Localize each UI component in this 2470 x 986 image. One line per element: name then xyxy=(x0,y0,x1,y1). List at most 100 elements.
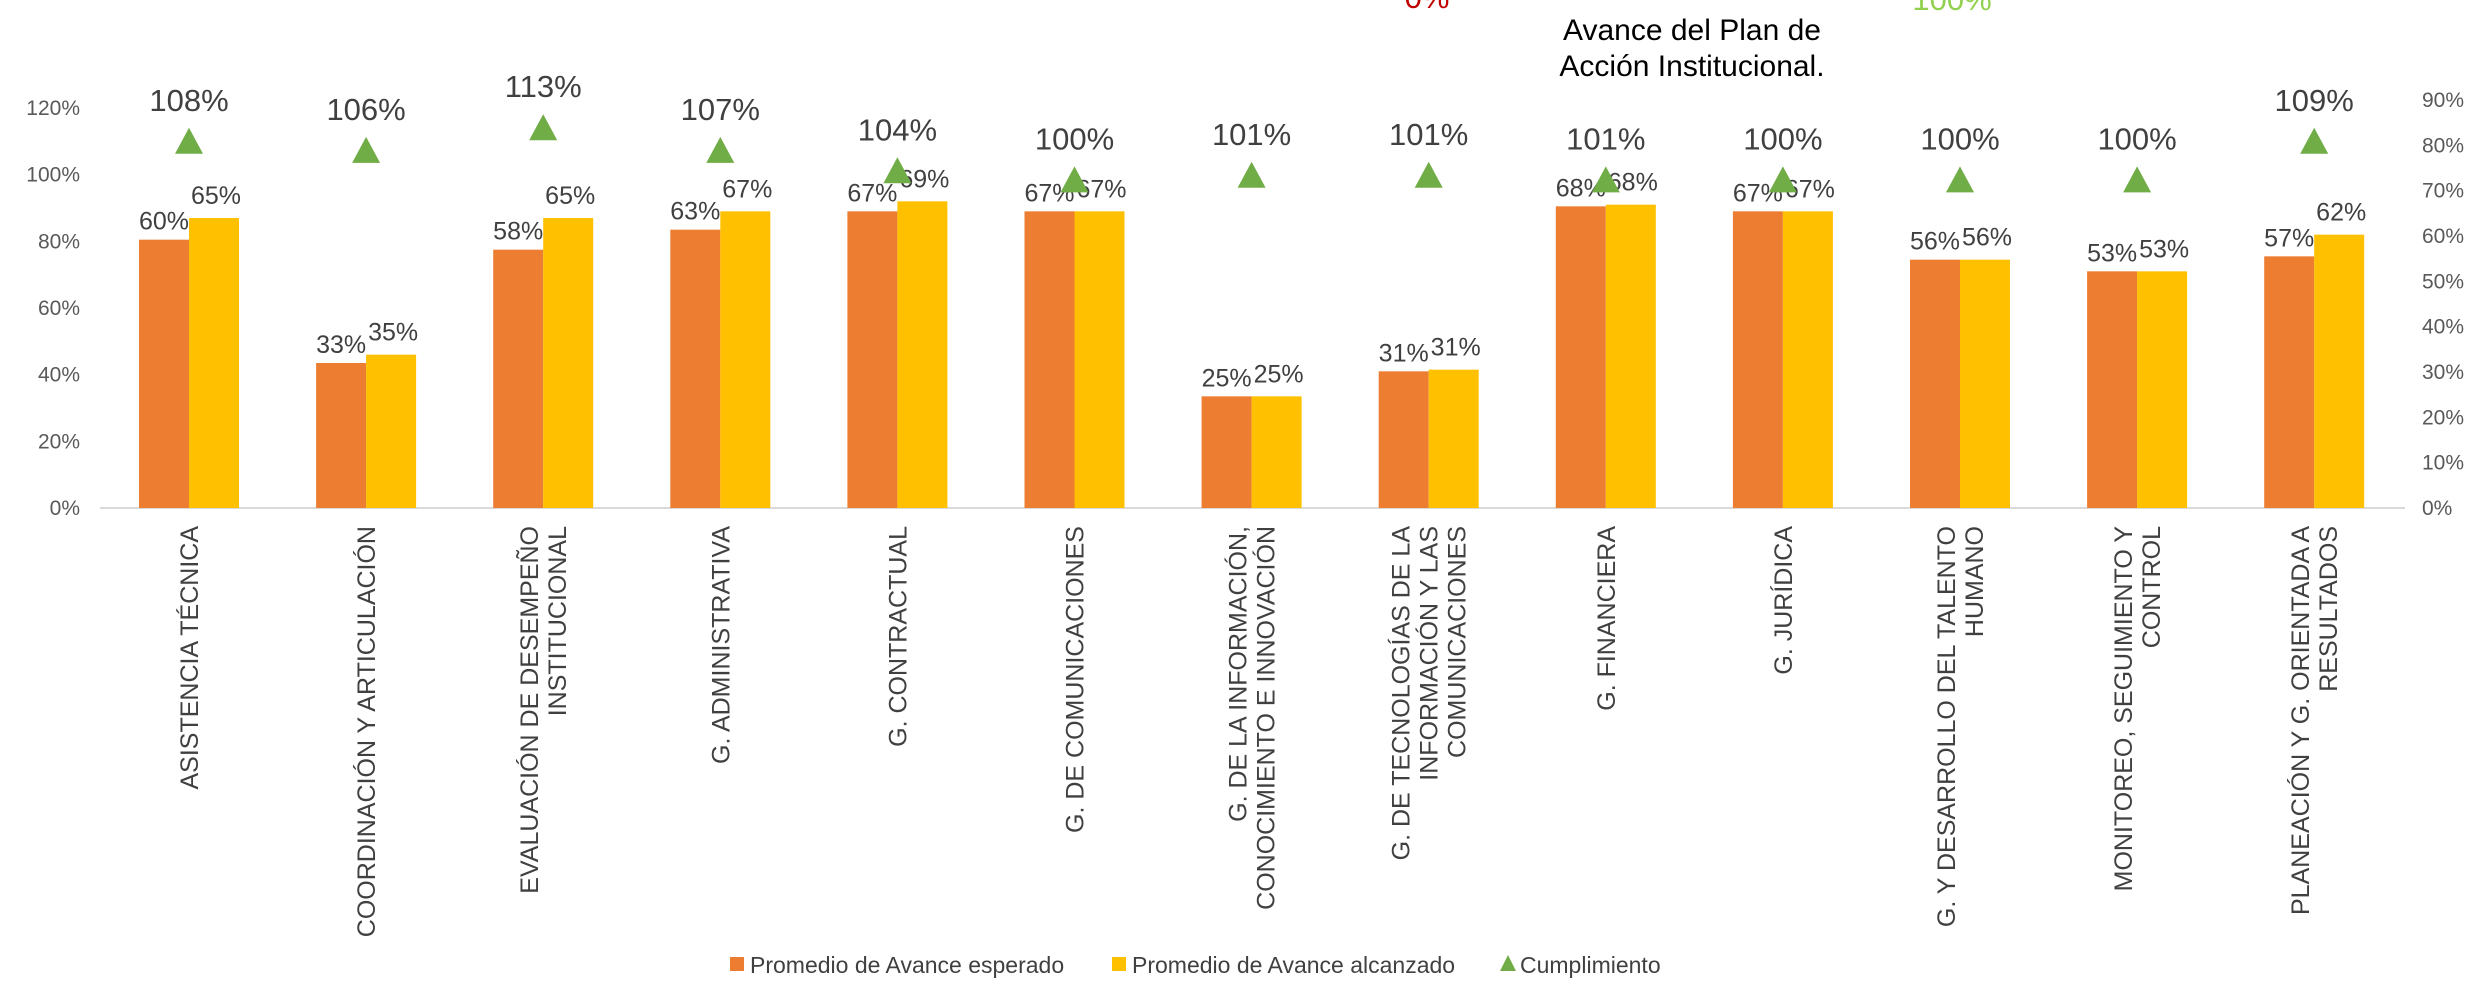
bar-expected xyxy=(1732,211,1783,509)
compliance-marker xyxy=(2300,127,2329,154)
y-left-tick-label: 100% xyxy=(26,164,80,187)
legend-swatch xyxy=(730,957,744,971)
category-label: INSTITUCIONAL xyxy=(544,526,572,716)
y-right-tick-label: 30% xyxy=(2422,361,2464,384)
legend-swatch xyxy=(1500,955,1516,971)
compliance-marker xyxy=(175,127,203,154)
compliance-marker xyxy=(1060,166,1089,193)
category-label: HUMANO xyxy=(1961,526,1989,637)
bar-achieved xyxy=(2314,234,2365,508)
y-left-tick-label: 0% xyxy=(50,497,80,520)
compliance-marker xyxy=(1414,161,1443,188)
title-fragment-right: 100% xyxy=(1912,0,1991,17)
bar-achieved xyxy=(897,201,948,509)
bar-achieved xyxy=(366,354,417,508)
bar-achieved xyxy=(1074,211,1125,509)
y-left-tick-label: 40% xyxy=(38,364,80,387)
compliance-marker xyxy=(352,136,381,163)
bar-achieved xyxy=(1782,211,1833,509)
bar-expected xyxy=(2087,271,2138,508)
data-label-compliance: 113% xyxy=(505,69,582,104)
compliance-marker xyxy=(1946,166,1974,193)
y-right-tick-label: 90% xyxy=(2422,89,2464,112)
bar-expected xyxy=(1024,211,1075,509)
data-label-achieved: 65% xyxy=(191,182,241,210)
data-label-expected: 25% xyxy=(1202,364,1252,392)
data-label-compliance: 109% xyxy=(2275,83,2354,118)
legend-label: Cumplimiento xyxy=(1520,952,1661,978)
compliance-marker xyxy=(1591,166,1620,193)
bar-achieved xyxy=(543,218,594,508)
data-label-compliance: 108% xyxy=(149,83,228,118)
bar-expected xyxy=(139,239,189,508)
category-label: G. DE LA INFORMACIÓN, xyxy=(1224,526,1253,822)
y-left-tick-label: 20% xyxy=(38,430,80,453)
data-label-achieved: 65% xyxy=(545,182,595,210)
category-label: G. JURÍDICA xyxy=(1769,526,1798,675)
data-label-achieved: 68% xyxy=(1608,169,1658,197)
data-label-compliance: 101% xyxy=(1389,117,1468,152)
data-label-achieved: 53% xyxy=(2139,235,2189,263)
y-right-tick-label: 40% xyxy=(2422,316,2464,339)
data-label-expected: 57% xyxy=(2264,224,2314,252)
category-labels: ASISTENCIA TÉCNICA COORDINACIÓN Y ARTICUL… xyxy=(175,526,2343,938)
category-label: G. DE COMUNICACIONES xyxy=(1062,526,1090,833)
data-label-compliance: 101% xyxy=(1212,117,1291,152)
category-label: G. Y DESARROLLO DEL TALENTO xyxy=(1933,526,1961,927)
bar-expected xyxy=(847,211,898,509)
bar-achieved xyxy=(189,218,239,508)
category-label: INFORMACIÓN Y LAS xyxy=(1415,526,1444,781)
data-label-compliance: 104% xyxy=(858,112,937,147)
y-right-tick-label: 0% xyxy=(2422,497,2452,520)
data-label-achieved: 35% xyxy=(368,319,418,347)
compliance-marker xyxy=(883,157,912,184)
category-label: CONOCIMIENTO E INNOVACIÓN xyxy=(1252,526,1281,910)
data-label-compliance: 100% xyxy=(1920,121,1999,156)
y-right-tick-label: 20% xyxy=(2422,406,2464,429)
legend: Promedio de Avance esperado Promedio de A… xyxy=(730,952,1661,978)
bars: 60%65%108%33% 35%106%58%65%113%63%67%107%… xyxy=(139,69,2366,509)
title-fragment-left: 0% xyxy=(1405,0,1450,15)
bar-expected xyxy=(1201,396,1252,508)
legend-swatch xyxy=(1112,957,1126,971)
compliance-marker xyxy=(1768,166,1797,193)
bar-expected xyxy=(316,363,367,508)
bar-achieved xyxy=(2137,271,2188,508)
bar-expected xyxy=(670,229,721,508)
category-label: G. CONTRACTUAL xyxy=(884,526,912,747)
title-line: Acción Institucional. xyxy=(1559,50,1824,83)
bar-achieved xyxy=(1251,396,1302,508)
data-label-achieved: 25% xyxy=(1254,360,1304,388)
data-label-achieved: 56% xyxy=(1962,224,2012,252)
category-label: COORDINACIÓN Y ARTICULACIÓN xyxy=(352,526,381,937)
compliance-marker xyxy=(529,114,558,141)
compliance-marker xyxy=(706,136,735,163)
category-label: COMUNICACIONES xyxy=(1444,526,1472,758)
y-right-tick-label: 10% xyxy=(2422,452,2464,475)
compliance-marker xyxy=(2123,166,2152,193)
bar-achieved xyxy=(720,211,771,509)
category-label: G. ADMINISTRATIVA xyxy=(707,526,735,764)
y-left-tick-label: 60% xyxy=(38,297,80,320)
data-label-expected: 53% xyxy=(2087,239,2137,267)
data-label-expected: 63% xyxy=(670,198,720,226)
data-label-compliance: 106% xyxy=(326,92,405,127)
y-right-tick-label: 70% xyxy=(2422,180,2464,203)
data-label-achieved: 67% xyxy=(722,175,772,203)
data-label-expected: 60% xyxy=(139,208,189,236)
data-label-expected: 56% xyxy=(1910,228,1960,256)
legend-label: Promedio de Avance alcanzado xyxy=(1132,952,1455,978)
y-left-tick-label: 80% xyxy=(38,230,80,253)
bar-expected xyxy=(1555,206,1606,509)
data-label-compliance: 107% xyxy=(681,92,760,127)
data-label-achieved: 62% xyxy=(2316,199,2366,227)
data-label-expected: 58% xyxy=(493,218,543,246)
category-label: ASISTENCIA TÉCNICA xyxy=(175,526,204,790)
bar-expected xyxy=(2264,256,2315,508)
data-label-compliance: 100% xyxy=(1743,121,1822,156)
bar-achieved xyxy=(1960,259,2010,508)
legend-label: Promedio de Avance esperado xyxy=(750,952,1064,978)
category-label: RESULTADOS xyxy=(2315,526,2343,692)
